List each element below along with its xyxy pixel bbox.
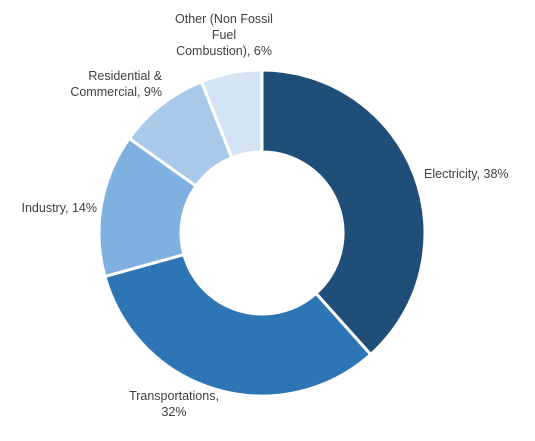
slice-other-non-fossil-fuel-combustion [199,68,264,160]
slice-label: Residential & Commercial, 9% [70,69,162,99]
slice-labels: Electricity, 38% Transportations, 32% Indus… [21,12,508,419]
slice-electricity [260,68,427,357]
slice-label: Industry, 14% [21,201,97,215]
slice-label: Other (Non Fossil Fuel Combustion), 6% [175,12,273,58]
donut-slices [97,68,427,398]
slice-label: Electricity, 38% [424,167,509,181]
slice-label: Transportations, 32% [129,389,219,419]
slice-transportations [103,252,373,398]
